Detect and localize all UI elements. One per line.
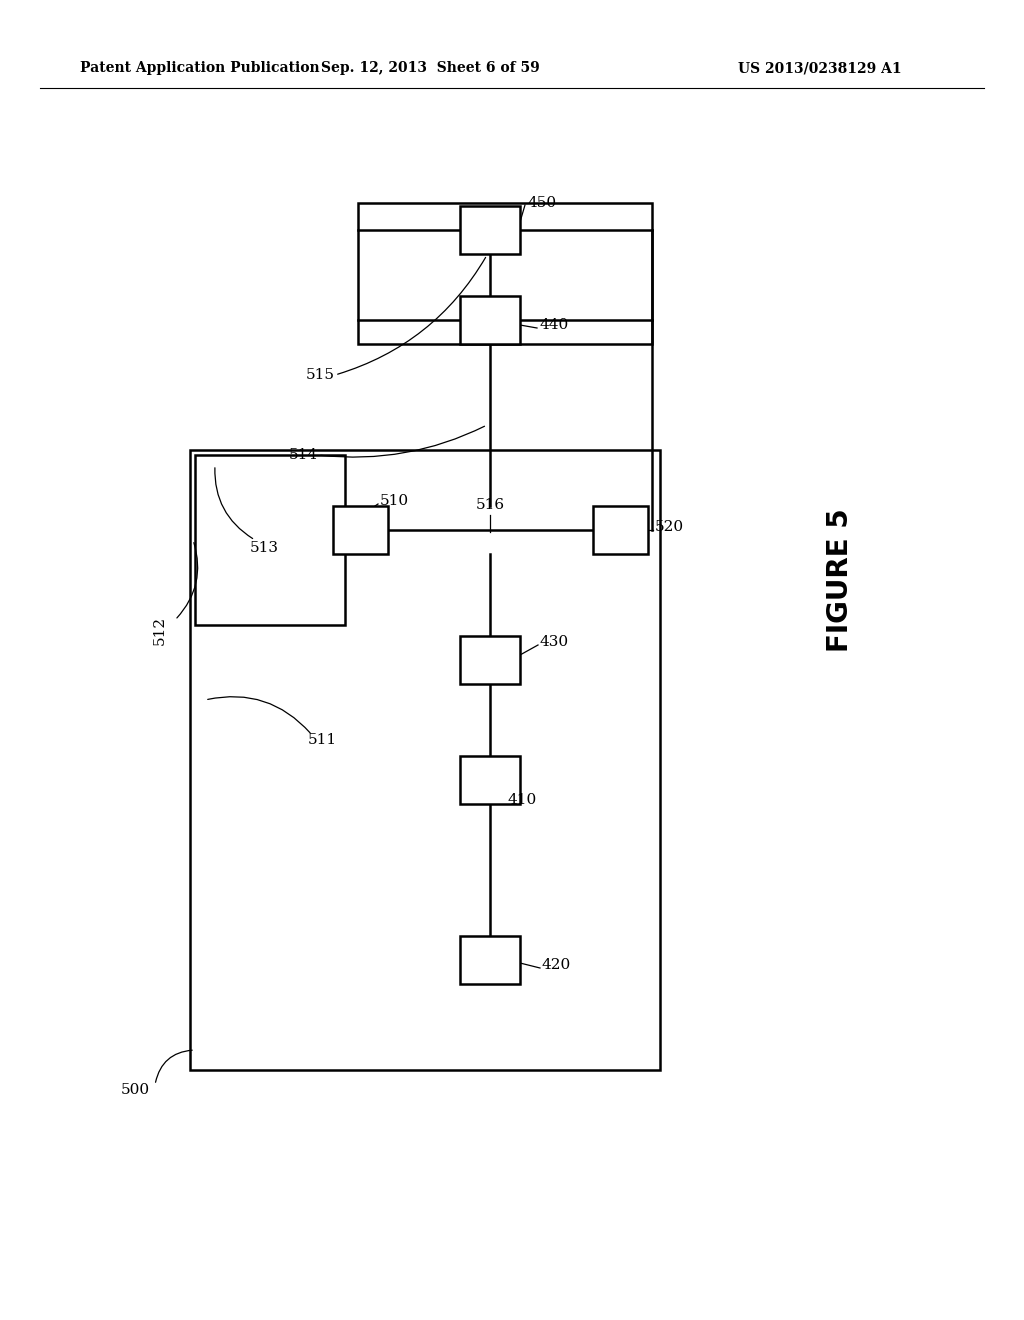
Text: 515: 515 [306, 368, 335, 381]
Text: FIGURE 5: FIGURE 5 [826, 508, 854, 652]
Text: 420: 420 [542, 958, 571, 972]
Text: 514: 514 [289, 447, 318, 462]
Bar [460, 636, 520, 684]
Bar [460, 296, 520, 345]
Text: 520: 520 [655, 520, 684, 535]
Text: 516: 516 [475, 498, 505, 512]
Text: 512: 512 [153, 615, 167, 644]
Bar [190, 450, 660, 1071]
Bar [195, 455, 345, 624]
Bar [460, 206, 520, 253]
Bar [333, 506, 387, 554]
Bar [358, 203, 652, 345]
Text: 511: 511 [308, 733, 337, 747]
Text: 410: 410 [508, 793, 538, 807]
Text: 440: 440 [539, 318, 568, 333]
Bar [460, 756, 520, 804]
Text: 500: 500 [121, 1082, 150, 1097]
Text: 450: 450 [527, 195, 556, 210]
Bar [460, 936, 520, 983]
Text: Sep. 12, 2013  Sheet 6 of 59: Sep. 12, 2013 Sheet 6 of 59 [321, 61, 540, 75]
Text: Patent Application Publication: Patent Application Publication [80, 61, 319, 75]
Bar [593, 506, 647, 554]
Text: US 2013/0238129 A1: US 2013/0238129 A1 [738, 61, 902, 75]
Text: 510: 510 [380, 494, 410, 508]
Text: 513: 513 [250, 541, 279, 554]
Text: 430: 430 [540, 635, 569, 649]
